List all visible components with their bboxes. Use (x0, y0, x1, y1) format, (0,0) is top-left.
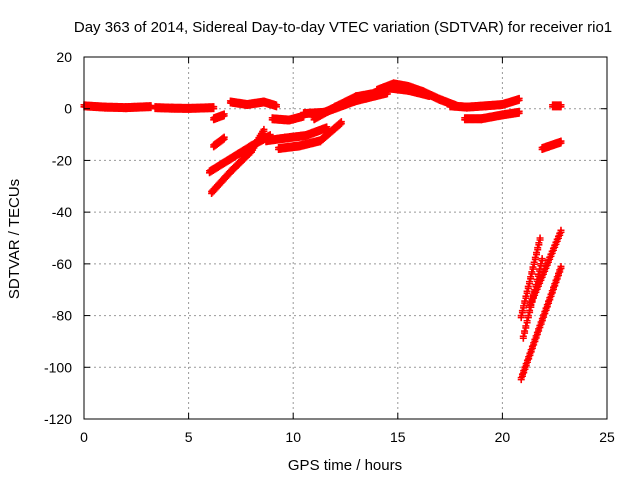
x-tick-label: 15 (390, 429, 406, 445)
data-point (526, 351, 534, 359)
data-point (557, 228, 565, 236)
data-point (518, 372, 526, 380)
data-point (540, 313, 548, 321)
data-point (552, 278, 560, 286)
data-point (525, 355, 533, 363)
data-point (260, 127, 268, 135)
data-point (533, 251, 541, 259)
data-point (546, 296, 554, 304)
y-axis-label: SDTVAR / TECUs (6, 179, 23, 299)
data-point (523, 358, 531, 366)
data-point (522, 324, 530, 332)
x-tick-label: 25 (599, 429, 615, 445)
data-point (531, 337, 539, 345)
x-tick-label: 20 (495, 429, 511, 445)
data-point (530, 260, 538, 268)
plot-frame (83, 56, 608, 420)
chart-title: Day 363 of 2014, Sidereal Day-to-day VTE… (74, 19, 612, 36)
x-tick-label: 10 (285, 429, 301, 445)
data-point (527, 275, 535, 283)
x-tick-label: 0 (80, 429, 88, 445)
data-point (210, 105, 218, 113)
data-point (535, 241, 543, 249)
data-point (523, 289, 531, 297)
data-point (520, 304, 528, 312)
data-point (515, 96, 523, 104)
data-point (220, 135, 228, 143)
x-tick-label: 5 (185, 429, 193, 445)
y-tick-label: -60 (52, 256, 72, 272)
data-point (531, 255, 539, 263)
data-point (522, 294, 530, 302)
data-point (527, 348, 535, 356)
data-point (515, 109, 523, 117)
data-point (521, 299, 529, 307)
data-point (517, 314, 525, 322)
data-point (556, 268, 564, 276)
y-tick-label: 0 (64, 101, 72, 117)
data-point (522, 362, 530, 370)
data-point (524, 284, 532, 292)
data-point (425, 92, 433, 100)
y-tick-label: -120 (44, 411, 72, 427)
data-point (528, 344, 536, 352)
data-point (272, 103, 280, 111)
data-point (525, 280, 533, 288)
y-tick-label: -100 (44, 359, 72, 375)
y-tick-label: -20 (52, 152, 72, 168)
data-point (553, 275, 561, 283)
data-point (523, 319, 531, 327)
data-point (551, 282, 559, 290)
data-point (537, 320, 545, 328)
data-point (542, 306, 550, 314)
data-point (520, 369, 528, 377)
data-point (521, 329, 529, 337)
y-tick-label: 20 (56, 49, 72, 65)
data-point (545, 299, 553, 307)
data-point (535, 327, 543, 335)
y-tick-label: -80 (52, 308, 72, 324)
data-point (532, 334, 540, 342)
data-points (80, 79, 565, 384)
data-point (541, 310, 549, 318)
data-point (524, 314, 532, 322)
data-point (548, 289, 556, 297)
x-axis-label: GPS time / hours (288, 457, 402, 474)
data-point (550, 285, 558, 293)
data-point (337, 120, 345, 128)
data-point (521, 365, 529, 373)
y-axis-ticks: -120 -100 -80 -60 -40 -20 0 20 (44, 49, 607, 427)
data-point (529, 265, 537, 273)
data-point (534, 246, 542, 254)
data-point (519, 334, 527, 342)
data-point (517, 376, 525, 384)
data-point (554, 271, 562, 279)
data-point (557, 264, 565, 272)
data-point (528, 270, 536, 278)
data-point (530, 341, 538, 349)
data-point (538, 317, 546, 325)
data-point (557, 103, 565, 111)
data-point (147, 104, 155, 112)
x-axis-ticks: 0 5 10 15 20 25 (80, 57, 615, 445)
data-point (536, 324, 544, 332)
data-point (533, 330, 541, 338)
data-point (536, 236, 544, 244)
data-point (220, 112, 228, 120)
data-point (518, 309, 526, 317)
y-tick-label: -40 (52, 204, 72, 220)
data-point (557, 139, 565, 147)
data-point (547, 292, 555, 300)
data-point (538, 257, 546, 265)
data-point (543, 303, 551, 311)
